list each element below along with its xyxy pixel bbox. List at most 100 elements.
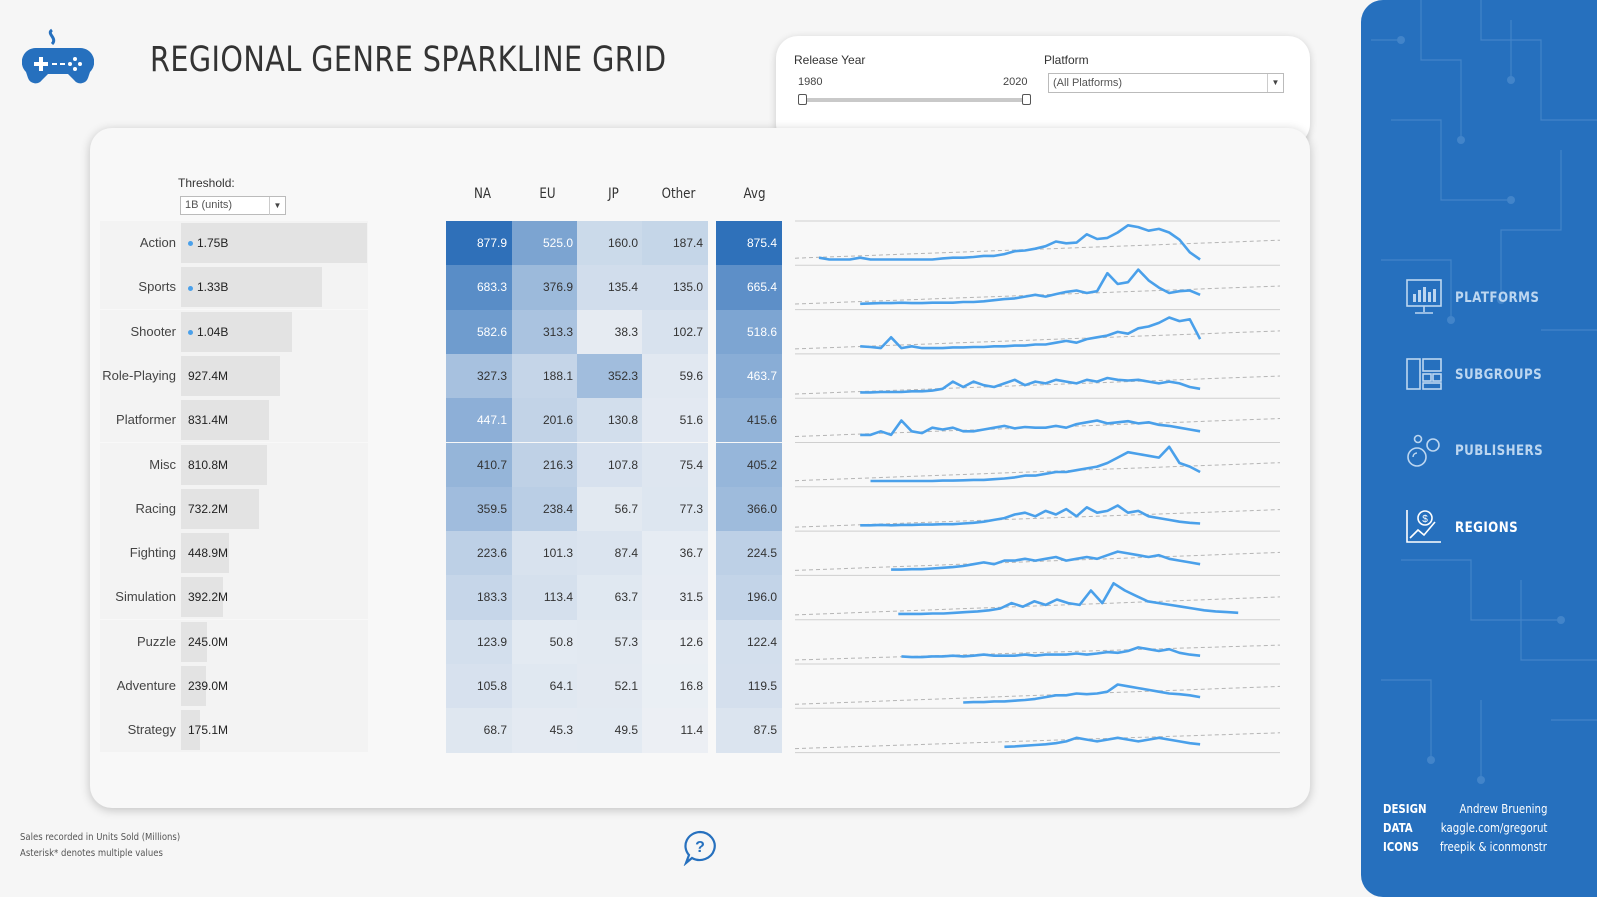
cell-na[interactable]: 327.3 xyxy=(446,353,512,399)
slider-max-handle[interactable] xyxy=(1022,94,1031,105)
total-sales-bar[interactable] xyxy=(181,621,207,662)
nav-item-subgroups[interactable]: SUBGROUPS xyxy=(1405,355,1585,395)
sparkline-sports[interactable] xyxy=(860,268,1201,306)
cell-na[interactable]: 68.7 xyxy=(446,708,512,753)
sparkline-role-playing[interactable] xyxy=(860,376,1201,394)
cell-jp[interactable]: 160.0 xyxy=(577,221,643,266)
cell-other[interactable]: 12.6 xyxy=(642,619,708,664)
sparkline-action[interactable] xyxy=(818,224,1201,261)
cell-avg[interactable]: 196.0 xyxy=(716,575,782,620)
cell-other[interactable]: 59.6 xyxy=(642,353,708,399)
cell-avg[interactable]: 875.4 xyxy=(716,221,782,266)
cell-other[interactable]: 11.4 xyxy=(642,708,708,753)
cell-avg[interactable]: 87.5 xyxy=(716,708,782,753)
nav-label-subgroups: SUBGROUPS xyxy=(1455,367,1543,383)
cell-other[interactable]: 102.7 xyxy=(642,309,708,354)
cell-other[interactable]: 187.4 xyxy=(642,221,708,266)
total-sales-bar[interactable] xyxy=(181,710,200,751)
total-sales-bar[interactable] xyxy=(181,666,206,706)
cell-na[interactable]: 183.3 xyxy=(446,575,512,620)
cell-jp[interactable]: 135.4 xyxy=(577,265,643,310)
cell-jp[interactable]: 57.3 xyxy=(577,619,643,664)
cell-na[interactable]: 683.3 xyxy=(446,265,512,310)
sparkline-adventure[interactable] xyxy=(963,683,1201,704)
nav-item-publishers[interactable]: PUBLISHERS xyxy=(1405,431,1585,471)
cell-na[interactable]: 410.7 xyxy=(446,442,512,487)
sparkline-shooter[interactable] xyxy=(860,316,1202,350)
threshold-dropdown[interactable]: 1B (units) ▼ xyxy=(180,196,286,215)
cell-eu[interactable]: 188.1 xyxy=(512,353,578,399)
cell-na[interactable]: 582.6 xyxy=(446,309,512,354)
cell-eu[interactable]: 313.3 xyxy=(512,309,578,354)
cell-eu[interactable]: 64.1 xyxy=(512,664,578,709)
cell-avg[interactable]: 665.4 xyxy=(716,265,782,310)
cell-avg[interactable]: 463.7 xyxy=(716,353,782,399)
total-sales-bar[interactable] xyxy=(181,577,223,618)
cell-other[interactable]: 135.0 xyxy=(642,265,708,310)
cell-na[interactable]: 877.9 xyxy=(446,221,512,266)
cell-na[interactable]: 447.1 xyxy=(446,398,512,443)
cell-eu[interactable]: 376.9 xyxy=(512,265,578,310)
cell-eu[interactable]: 525.0 xyxy=(512,221,578,266)
sparkline-racing[interactable] xyxy=(860,504,1201,527)
platform-dropdown[interactable]: (All Platforms) ▼ xyxy=(1048,73,1284,93)
cell-na[interactable]: 359.5 xyxy=(446,486,512,532)
cell-eu[interactable]: 216.3 xyxy=(512,442,578,487)
cell-jp[interactable]: 130.8 xyxy=(577,398,643,443)
nav-item-platforms[interactable]: PLATFORMS xyxy=(1405,278,1585,318)
cell-avg[interactable]: 119.5 xyxy=(716,664,782,709)
total-sales-bar[interactable] xyxy=(181,355,280,396)
release-year-slider[interactable] xyxy=(802,98,1028,102)
cell-eu[interactable]: 238.4 xyxy=(512,486,578,532)
cell-avg[interactable]: 122.4 xyxy=(716,619,782,664)
cell-other[interactable]: 16.8 xyxy=(642,664,708,709)
sparkline-misc[interactable] xyxy=(870,445,1201,483)
col-header-eu: EU xyxy=(539,186,556,202)
sparkline-puzzle[interactable] xyxy=(901,646,1201,659)
cell-na[interactable]: 223.6 xyxy=(446,531,512,576)
cell-jp[interactable]: 107.8 xyxy=(577,442,643,487)
cell-jp[interactable]: 63.7 xyxy=(577,575,643,620)
cell-na[interactable]: 123.9 xyxy=(446,619,512,664)
cell-na[interactable]: 105.8 xyxy=(446,664,512,709)
nav-item-regions[interactable]: $ REGIONS xyxy=(1405,508,1585,548)
cell-jp[interactable]: 352.3 xyxy=(577,353,643,399)
cell-jp[interactable]: 56.7 xyxy=(577,486,643,532)
cell-eu[interactable]: 101.3 xyxy=(512,531,578,576)
cell-jp[interactable]: 87.4 xyxy=(577,531,643,576)
total-sales-bar[interactable] xyxy=(181,267,322,308)
genre-label: Simulation xyxy=(115,589,176,605)
total-sales-bar[interactable] xyxy=(181,488,259,529)
sparkline-simulation[interactable] xyxy=(898,581,1239,616)
total-sales-bar[interactable] xyxy=(181,533,229,574)
cell-other[interactable]: 36.7 xyxy=(642,531,708,576)
cell-jp[interactable]: 49.5 xyxy=(577,708,643,753)
cell-other[interactable]: 31.5 xyxy=(642,575,708,620)
slider-min-handle[interactable] xyxy=(798,94,807,105)
cell-avg[interactable]: 415.6 xyxy=(716,398,782,443)
total-sales-bar[interactable] xyxy=(181,444,267,485)
total-sales-bar[interactable] xyxy=(181,223,367,263)
credit-value[interactable]: kaggle.com/gregorut xyxy=(1440,821,1547,835)
cell-jp[interactable]: 38.3 xyxy=(577,309,643,354)
footnote-units: Sales recorded in Units Sold (Millions) xyxy=(20,832,181,843)
cell-jp[interactable]: 52.1 xyxy=(577,664,643,709)
sparkline-fighting[interactable] xyxy=(891,550,1201,571)
total-sales-bar[interactable] xyxy=(181,400,269,441)
total-sales-bar[interactable] xyxy=(181,311,292,352)
cell-other[interactable]: 77.3 xyxy=(642,486,708,532)
cell-other[interactable]: 75.4 xyxy=(642,442,708,487)
cell-eu[interactable]: 50.8 xyxy=(512,619,578,664)
cell-other[interactable]: 51.6 xyxy=(642,398,708,443)
cell-eu[interactable]: 113.4 xyxy=(512,575,578,620)
cell-eu[interactable]: 45.3 xyxy=(512,708,578,753)
release-year-label: Release Year xyxy=(794,53,866,67)
help-icon[interactable]: ? xyxy=(682,830,718,867)
sparkline-platformer[interactable] xyxy=(860,419,1201,437)
cell-eu[interactable]: 201.6 xyxy=(512,398,578,443)
cell-avg[interactable]: 224.5 xyxy=(716,531,782,576)
cell-avg[interactable]: 518.6 xyxy=(716,309,782,354)
sparkline-strategy[interactable] xyxy=(1004,736,1201,749)
cell-avg[interactable]: 366.0 xyxy=(716,486,782,532)
cell-avg[interactable]: 405.2 xyxy=(716,442,782,487)
